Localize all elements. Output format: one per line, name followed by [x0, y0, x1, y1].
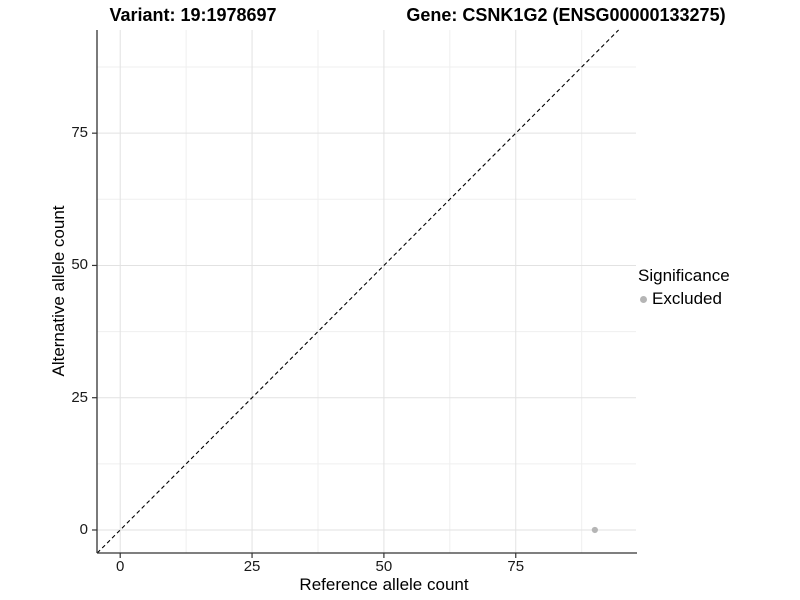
y-axis-title: Alternative allele count — [49, 205, 68, 377]
excluded-point-icon — [640, 295, 647, 303]
legend-title: Significance — [638, 266, 730, 285]
y-tick-label: 75 — [71, 124, 88, 142]
x-tick-label: 25 — [243, 558, 261, 575]
x-tick-label: 0 — [116, 558, 125, 575]
x-tick-label: 50 — [375, 558, 393, 575]
x-axis-title: Reference allele count — [299, 575, 469, 594]
gene-title: Gene: CSNK1G2 (ENSG00000133275) — [406, 5, 726, 25]
legend: Significance Excluded — [638, 266, 730, 309]
variant-title: Variant: 19:1978697 — [109, 5, 277, 25]
legend-item-label: Excluded — [652, 289, 722, 308]
y-tick-label: 0 — [79, 520, 88, 538]
y-tick-label: 25 — [71, 388, 88, 406]
x-tick-label: 75 — [507, 558, 525, 575]
y-tick-label: 50 — [71, 256, 88, 274]
legend-item-excluded: Excluded — [638, 289, 730, 309]
